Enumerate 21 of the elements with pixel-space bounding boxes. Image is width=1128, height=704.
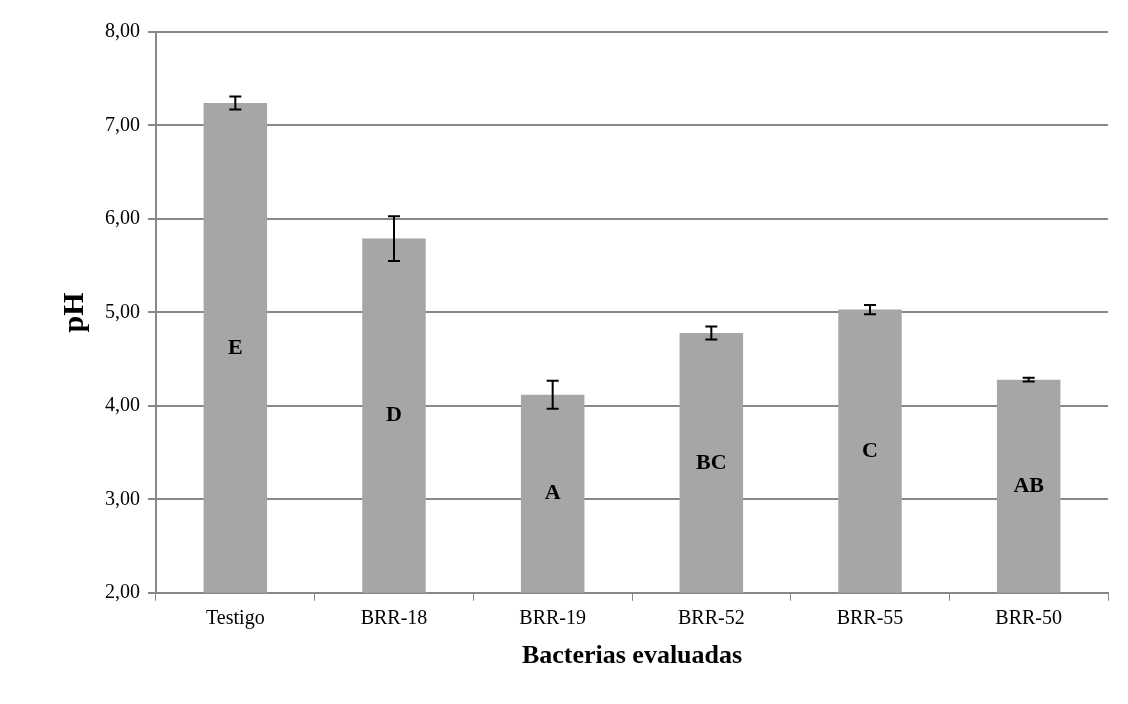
data-label: C (862, 436, 878, 462)
x-tick-label: BRR-55 (836, 606, 904, 629)
y-tick-label: 6,00 (105, 206, 140, 229)
x-tick-label: Testigo (206, 606, 265, 630)
y-tick-label: 5,00 (105, 299, 140, 322)
data-label: A (544, 479, 561, 505)
x-tick-label: BRR-19 (519, 606, 587, 629)
y-tick-label: 4,00 (105, 393, 140, 416)
y-tick-label: 8,00 (105, 19, 140, 42)
x-tick-label: BRR-52 (677, 606, 745, 629)
y-tick-label: 3,00 (105, 486, 140, 509)
y-axis-title: pH (55, 292, 89, 333)
y-tick-label: 2,00 (105, 580, 140, 603)
y-tick-label: 7,00 (105, 112, 140, 135)
x-tick-label: BRR-50 (995, 606, 1063, 629)
x-axis-title: Bacterias evaluadas (521, 640, 743, 670)
data-label: BC (696, 448, 727, 474)
data-label: D (386, 401, 402, 427)
x-tick-label: BRR-18 (360, 606, 428, 629)
data-label: E (227, 333, 243, 359)
data-label: AB (1013, 471, 1045, 497)
